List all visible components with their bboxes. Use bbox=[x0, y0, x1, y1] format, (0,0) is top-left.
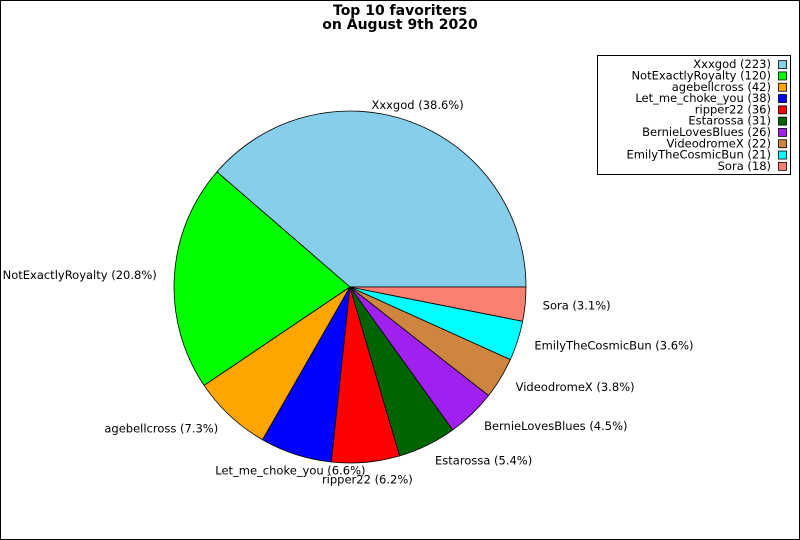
legend-swatch bbox=[778, 94, 787, 103]
legend-label: ripper22 (36) bbox=[695, 102, 771, 116]
legend-box bbox=[597, 55, 791, 175]
legend-swatch bbox=[778, 71, 787, 81]
legend-label: Let_me_choke_you (38) bbox=[635, 91, 771, 105]
slice-label: EmilyTheCosmicBun (3.6%) bbox=[534, 339, 693, 353]
legend-label: VideodromeX (22) bbox=[667, 136, 771, 150]
slice-label: ripper22 (6.2%) bbox=[322, 472, 413, 486]
pie-slice bbox=[349, 286, 527, 322]
legend-swatch bbox=[778, 116, 787, 126]
legend-swatch bbox=[778, 128, 787, 137]
legend-label: Sora (18) bbox=[718, 159, 771, 173]
legend-label: agebellcross (42) bbox=[672, 80, 771, 94]
legend-swatch bbox=[778, 105, 787, 115]
slice-label: Estarossa (5.4%) bbox=[435, 453, 532, 467]
slice-label: BernieLovesBlues (4.5%) bbox=[484, 419, 627, 433]
chart-title: Top 10 favoriters bbox=[333, 3, 467, 19]
pie-slice bbox=[173, 171, 351, 386]
legend-swatch bbox=[778, 60, 787, 70]
legend-swatch bbox=[778, 139, 787, 149]
legend-label: EmilyTheCosmicBun (21) bbox=[626, 148, 771, 162]
legend-label: Estarossa (31) bbox=[688, 114, 771, 128]
slice-label: Sora (3.1%) bbox=[543, 298, 611, 312]
legend: Xxxgod (223)NotExactlyRoyalty (120)agebe… bbox=[597, 55, 791, 175]
legend-label: BernieLovesBlues (26) bbox=[642, 125, 771, 139]
legend-label: Xxxgod (223) bbox=[693, 57, 771, 71]
slice-label: VideodromeX (3.8%) bbox=[516, 380, 635, 394]
legend-swatch bbox=[778, 150, 787, 160]
slice-label: NotExactlyRoyalty (20.8%) bbox=[3, 268, 157, 282]
legend-swatch bbox=[778, 161, 787, 171]
slice-label: Let_me_choke_you (6.6%) bbox=[215, 464, 365, 478]
legend-label: NotExactlyRoyalty (120) bbox=[631, 68, 771, 82]
slice-label: Xxxgod (38.6%) bbox=[371, 98, 463, 112]
pie-slice bbox=[216, 110, 527, 288]
legend-swatch bbox=[778, 82, 787, 92]
chart-subtitle: on August 9th 2020 bbox=[322, 17, 478, 33]
slice-label: agebellcross (7.3%) bbox=[104, 421, 218, 435]
